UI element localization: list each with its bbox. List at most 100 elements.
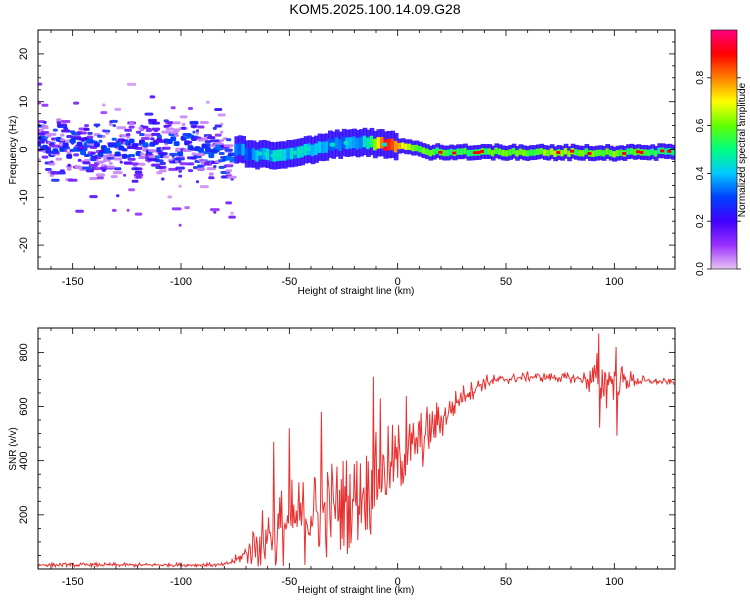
- spectrogram-cell: [532, 149, 538, 156]
- spectrogram-cell: [95, 124, 99, 128]
- spectrogram-cell: [605, 148, 610, 155]
- spectrogram-cell: [186, 162, 195, 166]
- spectrogram-cell: [97, 134, 104, 138]
- spectrogram-cell: [145, 129, 153, 133]
- spectrogram-cell: [225, 201, 233, 205]
- spectrogram-cell: [105, 131, 109, 135]
- spectrogram-cell: [137, 156, 147, 160]
- spectrogram-cell: [106, 165, 115, 169]
- spectrogram-cell: [626, 148, 631, 155]
- spectrogram-cell: [522, 149, 527, 157]
- spectrogram-cell: [255, 150, 260, 162]
- spectrogram-cell: [45, 167, 52, 171]
- spectrogram-cell: [85, 169, 95, 173]
- spectrogram-cell: [134, 167, 143, 171]
- colorbar: 0.0 0.2 0.4 0.6 0.8 Normalized spectral ampl…: [695, 29, 748, 276]
- spectrogram-cell: [106, 154, 116, 158]
- spectrogram-cell: [72, 137, 81, 141]
- spectrogram-cell: [159, 165, 167, 169]
- spectrogram-cell: [191, 152, 197, 156]
- spectrogram-cell: [165, 127, 174, 131]
- spectrogram-cell: [657, 147, 662, 154]
- spectrogram-cell: [128, 154, 136, 158]
- snr-y-tick-label: 800: [18, 343, 30, 361]
- spectrogram-cell: [153, 129, 159, 133]
- spectrogram-cell: [170, 106, 176, 110]
- spectrogram-cell: [484, 148, 489, 155]
- spectrogram-cell: [86, 153, 94, 157]
- spectrogram-cell: [43, 120, 47, 124]
- spectrogram-cell: [96, 160, 104, 164]
- spectrogram-cell: [111, 137, 117, 141]
- spectrogram-cell: [352, 136, 357, 149]
- spectrogram-cell: [55, 157, 62, 161]
- spectrogram-cell: [179, 162, 188, 166]
- spectrogram-cell: [158, 169, 167, 173]
- spectrogram-cell: [178, 169, 183, 173]
- spectrogram-cell: [154, 159, 164, 163]
- spectrogram-cell: [567, 150, 572, 157]
- spectrogram-cell: [77, 165, 82, 169]
- spectrogram-cell: [91, 151, 96, 155]
- spectrogram-cell: [104, 147, 111, 153]
- spectrogram-cell: [104, 129, 111, 133]
- spectrogram-cell: [263, 151, 271, 156]
- spectrogram-cell: [366, 137, 371, 150]
- spectrogram-cell: [542, 149, 548, 156]
- spectrogram-cell: [58, 171, 66, 175]
- spectrogram-cell: [334, 137, 340, 149]
- snr-x-ticks: -150 -100 -50 0 50 100: [50, 328, 659, 588]
- spectrogram-cell: [601, 150, 607, 157]
- spectrogram-cell: [217, 113, 226, 117]
- spectrogram-cell: [50, 171, 60, 175]
- snr-x-tick-label: 50: [500, 576, 512, 588]
- spectrogram-cell: [518, 148, 524, 155]
- spectrogram-cell: [81, 166, 92, 170]
- spectrogram-cell: [159, 161, 166, 165]
- spectrogram-cell: [643, 149, 649, 156]
- spectrogram-cell: [227, 152, 237, 156]
- spectrogram-cell: [52, 148, 59, 154]
- spectrogram-cell: [41, 124, 49, 128]
- spectrogram-cell: [200, 137, 209, 141]
- spectrogram-cell: [101, 134, 106, 138]
- spectrogram-cell: [60, 119, 71, 123]
- spectrogram-y-tick-label: 0: [18, 146, 30, 152]
- snr-series-line: [38, 333, 675, 569]
- spectrogram-cell: [442, 149, 448, 157]
- spectrogram-cell: [142, 125, 149, 129]
- snr-x-tick-label: 100: [605, 576, 623, 588]
- spectrogram-cell: [228, 215, 236, 219]
- spectrogram-cell: [49, 142, 55, 146]
- spectrogram-cell: [73, 101, 80, 105]
- spectrogram-cell: [52, 128, 58, 132]
- spectrogram-cell: [229, 156, 236, 162]
- spectrogram-cell: [204, 143, 211, 147]
- spectrogram-cell: [60, 133, 65, 137]
- spectrogram-cell: [163, 155, 170, 159]
- spectrogram-cell: [144, 112, 154, 116]
- spectrogram-cell: [112, 124, 116, 128]
- spectrogram-cell: [219, 139, 224, 143]
- spectrogram-cell: [494, 147, 500, 154]
- spectrogram-cell: [161, 146, 171, 150]
- spectrogram-cell: [508, 149, 513, 156]
- spectrogram-cell: [291, 150, 299, 155]
- snr-x-tick-label: -150: [62, 576, 84, 588]
- spectrogram-cell: [213, 164, 217, 168]
- spectrogram-cell: [195, 129, 200, 133]
- snr-y-ticks: 200 400 600 800: [18, 338, 675, 570]
- spectrogram-cell: [38, 101, 42, 105]
- spectrogram-cell: [348, 137, 354, 149]
- spectrogram-cell: [390, 138, 396, 151]
- spectrogram-y-tick-label: -20: [18, 237, 30, 253]
- colorbar-tick-label: 0.0: [695, 262, 706, 276]
- spectrogram-cell: [181, 126, 187, 130]
- spectrogram-cell: [529, 149, 534, 156]
- spectrogram-cell: [209, 208, 220, 212]
- spectrogram-cell: [79, 131, 87, 135]
- spectrogram-cell: [497, 148, 503, 155]
- spectrogram-cell: [553, 150, 558, 157]
- spectrogram-cell: [192, 130, 196, 134]
- spectrogram-cell: [110, 119, 118, 123]
